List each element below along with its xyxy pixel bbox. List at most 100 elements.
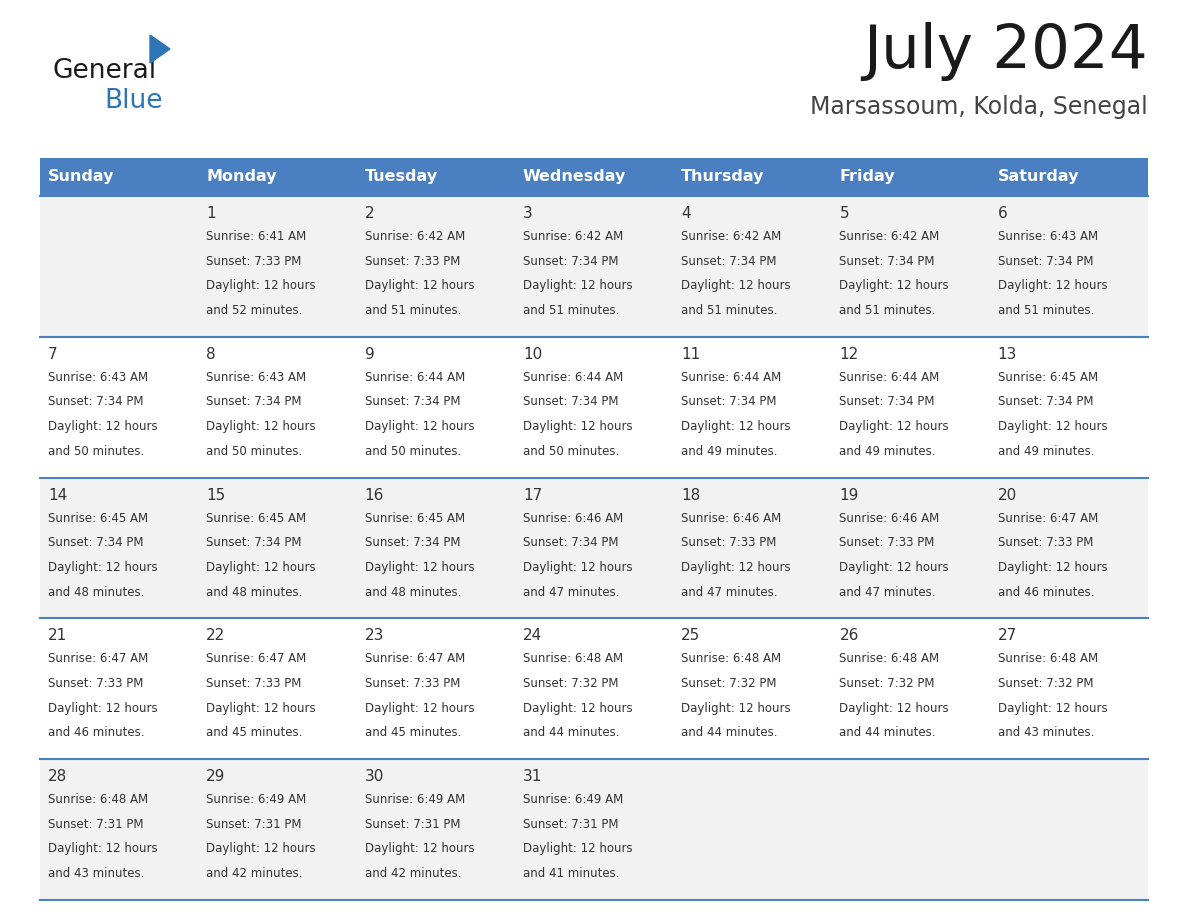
Text: Sunset: 7:34 PM: Sunset: 7:34 PM xyxy=(365,396,460,409)
Text: and 41 minutes.: and 41 minutes. xyxy=(523,868,619,880)
Text: 10: 10 xyxy=(523,347,542,362)
Text: Sunset: 7:33 PM: Sunset: 7:33 PM xyxy=(48,677,144,690)
Text: Daylight: 12 hours: Daylight: 12 hours xyxy=(840,420,949,433)
Text: 12: 12 xyxy=(840,347,859,362)
Text: 22: 22 xyxy=(207,629,226,644)
Text: 19: 19 xyxy=(840,487,859,502)
Text: Daylight: 12 hours: Daylight: 12 hours xyxy=(523,701,632,715)
Bar xyxy=(40,337,1148,477)
Text: Sunrise: 6:43 AM: Sunrise: 6:43 AM xyxy=(48,371,148,384)
Text: and 43 minutes.: and 43 minutes. xyxy=(48,868,145,880)
Text: Daylight: 12 hours: Daylight: 12 hours xyxy=(365,843,474,856)
Text: 25: 25 xyxy=(681,629,701,644)
Text: Wednesday: Wednesday xyxy=(523,170,626,185)
Text: 16: 16 xyxy=(365,487,384,502)
Text: 18: 18 xyxy=(681,487,701,502)
Text: and 42 minutes.: and 42 minutes. xyxy=(365,868,461,880)
Text: Sunset: 7:34 PM: Sunset: 7:34 PM xyxy=(998,396,1093,409)
Text: Daylight: 12 hours: Daylight: 12 hours xyxy=(365,420,474,433)
Text: Sunrise: 6:41 AM: Sunrise: 6:41 AM xyxy=(207,230,307,243)
Text: Daylight: 12 hours: Daylight: 12 hours xyxy=(48,701,158,715)
Text: Sunrise: 6:44 AM: Sunrise: 6:44 AM xyxy=(523,371,624,384)
Text: Sunset: 7:34 PM: Sunset: 7:34 PM xyxy=(523,536,619,549)
Text: Sunset: 7:33 PM: Sunset: 7:33 PM xyxy=(365,677,460,690)
Text: 11: 11 xyxy=(681,347,701,362)
Text: Sunrise: 6:47 AM: Sunrise: 6:47 AM xyxy=(998,511,1098,524)
Text: 9: 9 xyxy=(365,347,374,362)
Text: Sunrise: 6:48 AM: Sunrise: 6:48 AM xyxy=(998,653,1098,666)
Bar xyxy=(40,158,198,196)
Text: Sunset: 7:34 PM: Sunset: 7:34 PM xyxy=(48,536,144,549)
Text: and 45 minutes.: and 45 minutes. xyxy=(207,726,303,739)
Text: Sunset: 7:34 PM: Sunset: 7:34 PM xyxy=(523,396,619,409)
Text: 26: 26 xyxy=(840,629,859,644)
Text: Sunset: 7:32 PM: Sunset: 7:32 PM xyxy=(840,677,935,690)
Text: Sunrise: 6:42 AM: Sunrise: 6:42 AM xyxy=(523,230,624,243)
Text: 13: 13 xyxy=(998,347,1017,362)
Text: and 46 minutes.: and 46 minutes. xyxy=(48,726,145,739)
Text: Sunrise: 6:45 AM: Sunrise: 6:45 AM xyxy=(48,511,148,524)
Text: 4: 4 xyxy=(681,206,690,221)
Text: 2: 2 xyxy=(365,206,374,221)
Text: Blue: Blue xyxy=(105,88,163,114)
Text: and 48 minutes.: and 48 minutes. xyxy=(48,586,145,599)
Text: Sunset: 7:31 PM: Sunset: 7:31 PM xyxy=(207,818,302,831)
Text: Tuesday: Tuesday xyxy=(365,170,437,185)
Text: Sunset: 7:31 PM: Sunset: 7:31 PM xyxy=(365,818,460,831)
Text: and 51 minutes.: and 51 minutes. xyxy=(365,304,461,317)
Text: and 48 minutes.: and 48 minutes. xyxy=(207,586,303,599)
Text: and 48 minutes.: and 48 minutes. xyxy=(365,586,461,599)
Text: 7: 7 xyxy=(48,347,58,362)
Text: Sunset: 7:33 PM: Sunset: 7:33 PM xyxy=(681,536,777,549)
Text: Daylight: 12 hours: Daylight: 12 hours xyxy=(840,561,949,574)
Text: Daylight: 12 hours: Daylight: 12 hours xyxy=(48,420,158,433)
Text: 23: 23 xyxy=(365,629,384,644)
Text: 15: 15 xyxy=(207,487,226,502)
Text: and 50 minutes.: and 50 minutes. xyxy=(365,444,461,458)
Bar xyxy=(40,759,1148,900)
Text: and 52 minutes.: and 52 minutes. xyxy=(207,304,303,317)
Text: Daylight: 12 hours: Daylight: 12 hours xyxy=(365,279,474,292)
Text: Sunset: 7:34 PM: Sunset: 7:34 PM xyxy=(48,396,144,409)
Text: 5: 5 xyxy=(840,206,849,221)
Text: and 46 minutes.: and 46 minutes. xyxy=(998,586,1094,599)
Text: and 50 minutes.: and 50 minutes. xyxy=(207,444,303,458)
Text: and 47 minutes.: and 47 minutes. xyxy=(523,586,619,599)
Text: Daylight: 12 hours: Daylight: 12 hours xyxy=(207,561,316,574)
Bar xyxy=(356,158,514,196)
Text: and 50 minutes.: and 50 minutes. xyxy=(48,444,144,458)
Text: Daylight: 12 hours: Daylight: 12 hours xyxy=(365,701,474,715)
Text: and 50 minutes.: and 50 minutes. xyxy=(523,444,619,458)
Text: Sunrise: 6:49 AM: Sunrise: 6:49 AM xyxy=(365,793,465,806)
Text: Sunrise: 6:44 AM: Sunrise: 6:44 AM xyxy=(365,371,465,384)
Polygon shape xyxy=(150,35,170,63)
Text: Daylight: 12 hours: Daylight: 12 hours xyxy=(48,561,158,574)
Bar xyxy=(832,158,990,196)
Text: Sunset: 7:31 PM: Sunset: 7:31 PM xyxy=(48,818,144,831)
Text: Daylight: 12 hours: Daylight: 12 hours xyxy=(998,561,1107,574)
Text: Sunrise: 6:42 AM: Sunrise: 6:42 AM xyxy=(840,230,940,243)
Text: Sunrise: 6:46 AM: Sunrise: 6:46 AM xyxy=(523,511,624,524)
Bar xyxy=(198,158,356,196)
Text: Marsassoum, Kolda, Senegal: Marsassoum, Kolda, Senegal xyxy=(810,95,1148,119)
Text: and 51 minutes.: and 51 minutes. xyxy=(523,304,619,317)
Text: and 45 minutes.: and 45 minutes. xyxy=(365,726,461,739)
Text: Sunrise: 6:42 AM: Sunrise: 6:42 AM xyxy=(681,230,782,243)
Text: Sunset: 7:34 PM: Sunset: 7:34 PM xyxy=(681,396,777,409)
Text: Sunset: 7:34 PM: Sunset: 7:34 PM xyxy=(207,396,302,409)
Text: Sunrise: 6:48 AM: Sunrise: 6:48 AM xyxy=(840,653,940,666)
Text: Daylight: 12 hours: Daylight: 12 hours xyxy=(681,279,791,292)
Text: July 2024: July 2024 xyxy=(864,22,1148,81)
Text: Sunrise: 6:46 AM: Sunrise: 6:46 AM xyxy=(840,511,940,524)
Text: Sunrise: 6:42 AM: Sunrise: 6:42 AM xyxy=(365,230,465,243)
Text: Sunrise: 6:45 AM: Sunrise: 6:45 AM xyxy=(998,371,1098,384)
Text: 17: 17 xyxy=(523,487,542,502)
Text: Sunrise: 6:48 AM: Sunrise: 6:48 AM xyxy=(523,653,623,666)
Text: 24: 24 xyxy=(523,629,542,644)
Text: Daylight: 12 hours: Daylight: 12 hours xyxy=(207,843,316,856)
Text: and 44 minutes.: and 44 minutes. xyxy=(681,726,778,739)
Text: Sunrise: 6:47 AM: Sunrise: 6:47 AM xyxy=(365,653,465,666)
Text: and 47 minutes.: and 47 minutes. xyxy=(681,586,778,599)
Text: and 49 minutes.: and 49 minutes. xyxy=(840,444,936,458)
Text: and 51 minutes.: and 51 minutes. xyxy=(998,304,1094,317)
